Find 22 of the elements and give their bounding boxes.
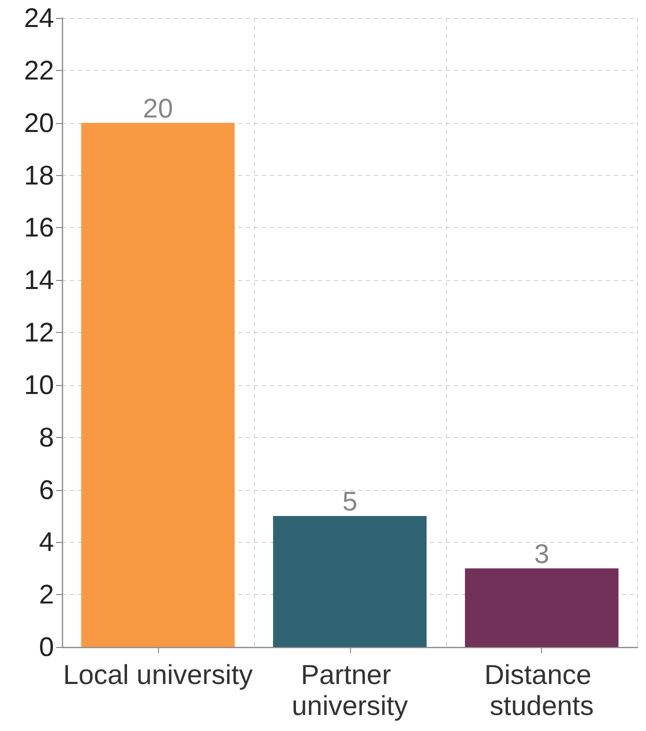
y-tick-label: 24 [24, 3, 54, 33]
y-tick-label: 0 [38, 632, 54, 662]
y-tick-label: 6 [38, 474, 54, 505]
x-tick-label: Partner university [292, 659, 408, 721]
y-tick-label: 14 [24, 265, 54, 296]
y-tick-label: 18 [24, 160, 54, 190]
x-tick-label: Distance students [484, 659, 600, 721]
bar [273, 516, 427, 647]
y-tick-label: 20 [24, 108, 54, 138]
y-tick-label: 4 [38, 527, 54, 558]
y-tick-label: 8 [38, 422, 54, 452]
data-label: 5 [342, 486, 358, 516]
y-tick-label: 12 [24, 318, 54, 348]
bar [81, 122, 235, 647]
bar [464, 568, 618, 647]
data-label: 20 [142, 93, 173, 124]
x-tick-label: Local university [63, 659, 253, 690]
y-tick-label: 16 [24, 212, 54, 243]
y-tick-label: 10 [24, 370, 54, 400]
data-label: 3 [534, 538, 550, 569]
y-tick-label: 2 [38, 580, 54, 610]
y-tick-label: 22 [24, 55, 54, 86]
